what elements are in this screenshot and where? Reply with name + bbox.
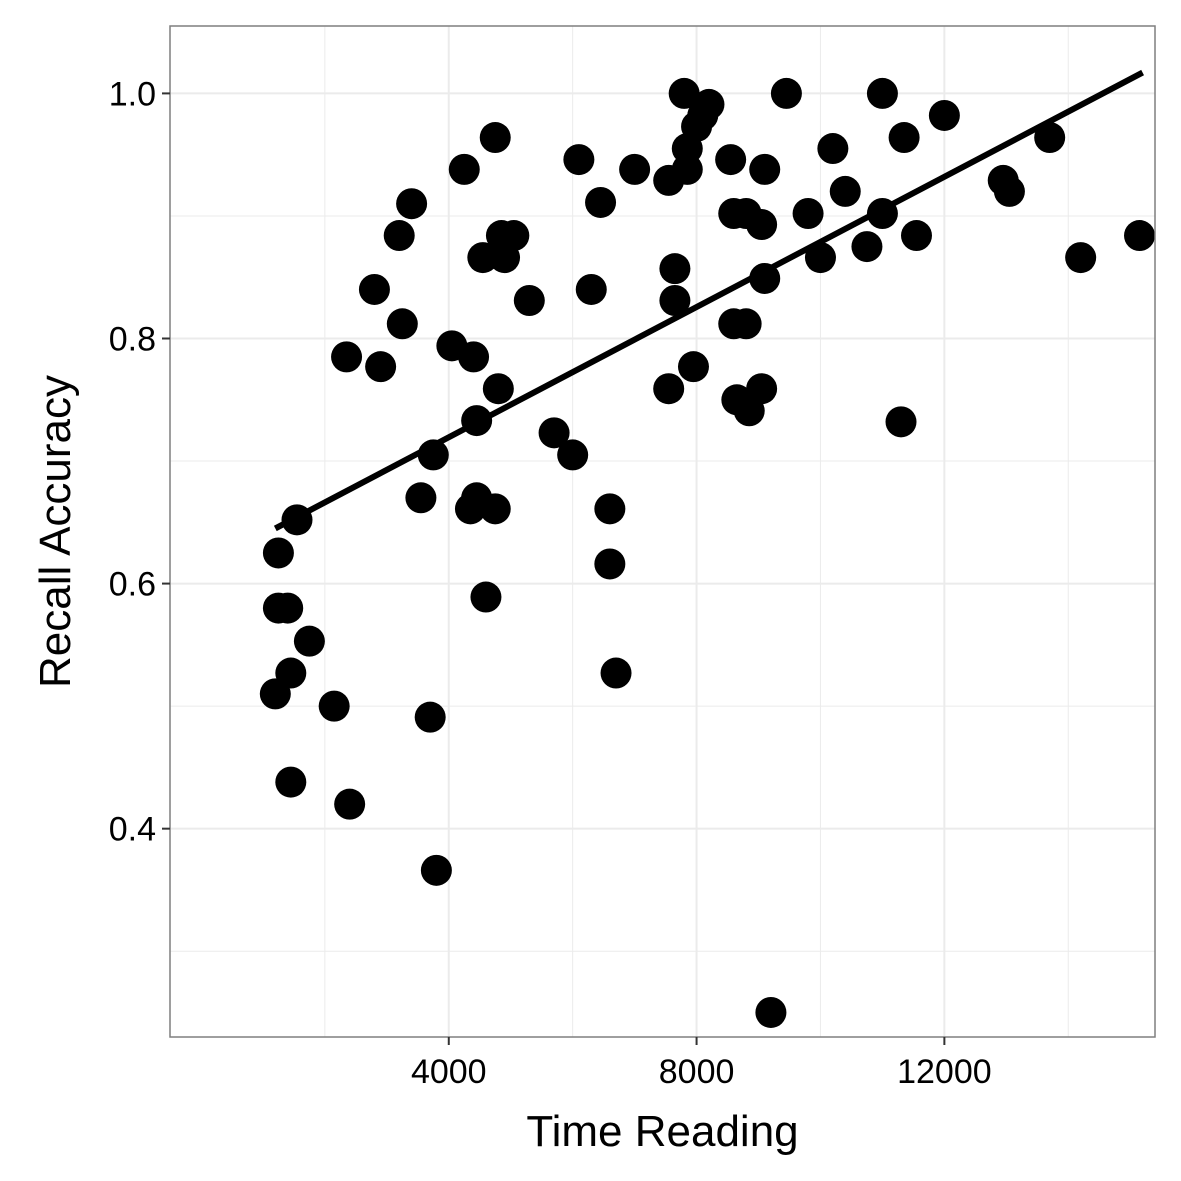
data-point (414, 701, 446, 733)
data-point (479, 122, 511, 154)
data-point (653, 373, 685, 405)
data-point (458, 341, 490, 373)
data-point (900, 220, 932, 252)
data-point (677, 351, 709, 383)
data-point (585, 186, 617, 218)
y-axis-title: Recall Accuracy (31, 375, 80, 688)
data-point (792, 197, 824, 229)
data-point (396, 188, 428, 220)
data-point (1124, 220, 1156, 252)
data-point (671, 153, 703, 185)
data-point (866, 77, 898, 109)
data-point (770, 77, 802, 109)
data-point (1065, 242, 1097, 274)
data-point (749, 153, 781, 185)
data-point (538, 417, 570, 449)
data-point (668, 77, 700, 109)
data-point (730, 308, 762, 340)
data-point (693, 88, 725, 120)
data-point (262, 537, 294, 569)
data-point (365, 351, 397, 383)
data-point (557, 439, 589, 471)
y-tick-label: 0.6 (109, 566, 156, 604)
data-point (420, 854, 452, 886)
data-point (563, 144, 595, 176)
x-axis-title: Time Reading (526, 1107, 798, 1156)
data-point (885, 406, 917, 438)
y-tick-label: 0.4 (109, 811, 156, 849)
panel-border (169, 25, 1156, 1038)
x-tick-label: 12000 (897, 1053, 992, 1091)
data-point (594, 548, 626, 580)
x-tick-label: 4000 (411, 1053, 487, 1091)
data-point (829, 175, 861, 207)
data-point (1034, 122, 1066, 154)
y-tick-label: 1.0 (109, 75, 156, 113)
y-axis: 0.4 0.6 0.8 1.0 (109, 75, 170, 849)
data-point (272, 592, 304, 624)
data-point (575, 273, 607, 305)
data-point (749, 262, 781, 294)
data-point (746, 373, 778, 405)
data-point (358, 273, 390, 305)
data-point (318, 690, 350, 722)
data-point (619, 153, 651, 185)
data-point (659, 285, 691, 317)
data-point (851, 231, 883, 263)
data-point (498, 220, 530, 252)
data-point (293, 625, 325, 657)
data-point (275, 657, 307, 689)
data-point (467, 242, 499, 274)
data-point (715, 144, 747, 176)
x-axis: 4000 8000 12000 (411, 1037, 992, 1091)
data-point (659, 253, 691, 285)
data-point (928, 99, 960, 131)
data-point (386, 308, 418, 340)
data-point (600, 657, 632, 689)
data-points (259, 77, 1156, 1028)
data-point (470, 581, 502, 613)
data-point (383, 220, 415, 252)
data-point (755, 996, 787, 1028)
data-point (513, 285, 545, 317)
data-point (479, 493, 511, 525)
data-point (334, 788, 366, 820)
data-point (331, 341, 363, 373)
data-point (405, 482, 437, 514)
data-point (746, 209, 778, 241)
data-point (594, 493, 626, 525)
data-point (888, 122, 920, 154)
data-point (993, 175, 1025, 207)
data-point (804, 242, 836, 274)
fit-line (273, 69, 1145, 532)
data-point (817, 133, 849, 165)
data-point (448, 153, 480, 185)
x-tick-label: 8000 (659, 1053, 735, 1091)
data-point (275, 766, 307, 798)
data-point (482, 373, 514, 405)
y-tick-label: 0.8 (109, 320, 156, 358)
